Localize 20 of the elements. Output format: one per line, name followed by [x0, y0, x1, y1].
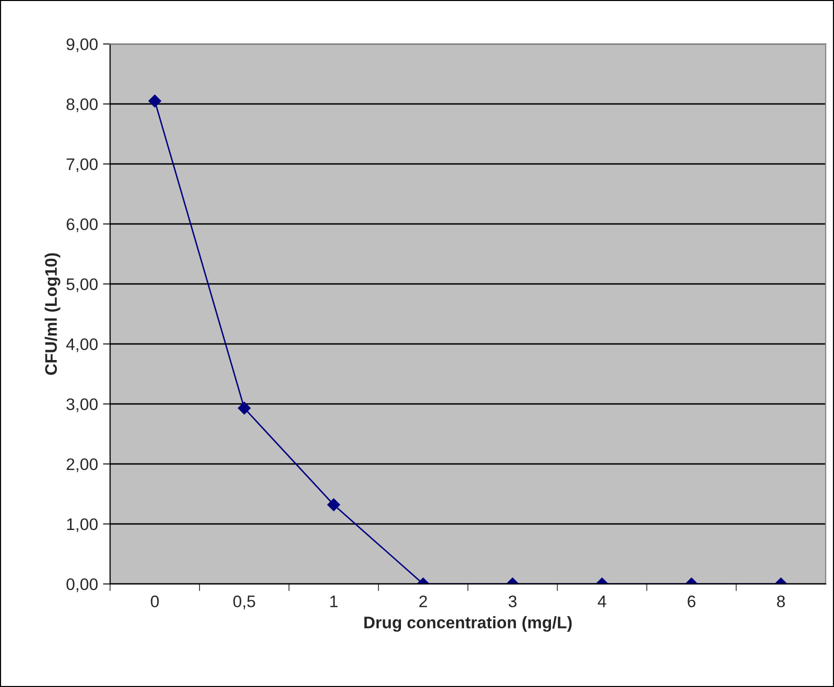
- x-tick-label: 6: [688, 596, 696, 608]
- y-tick-label: 8,00: [66, 98, 98, 112]
- y-tick-label: 5,00: [66, 278, 98, 292]
- y-axis-title: CFU/ml (Log10): [44, 253, 60, 375]
- x-tick-label: 1: [330, 596, 338, 608]
- x-tick-label: 4: [598, 596, 606, 608]
- x-tick-label: 0: [150, 596, 159, 608]
- x-tick-label: 2: [419, 596, 427, 608]
- y-tick-label: 2,00: [66, 458, 98, 472]
- y-tick-label: 1,00: [67, 518, 98, 532]
- x-axis-title: Drug concentration (mg/L): [364, 616, 572, 632]
- x-tick-label: 3: [508, 596, 516, 608]
- y-tick-label: 6,00: [66, 218, 98, 232]
- y-tick-label: 9,00: [66, 38, 98, 52]
- y-tick-label: 3,00: [66, 398, 98, 412]
- y-tick-label: 0,00: [66, 578, 98, 592]
- x-tick-label: 0,5: [233, 596, 256, 610]
- x-tick-label: 8: [777, 596, 785, 608]
- y-tick-label: 7,00: [66, 158, 98, 172]
- y-tick-label: 4,00: [66, 338, 98, 352]
